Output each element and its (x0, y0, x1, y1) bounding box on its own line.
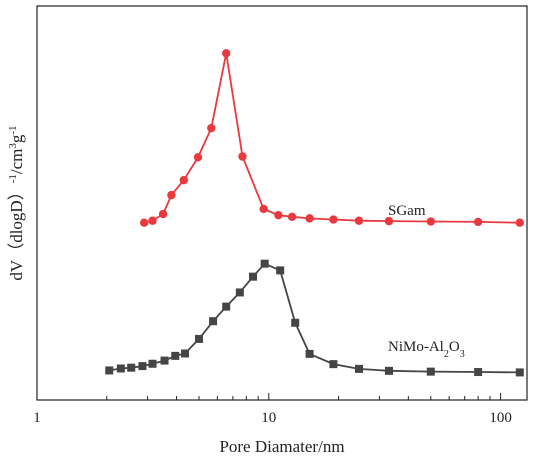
data-point (138, 362, 147, 371)
data-point (426, 367, 435, 376)
data-point (354, 216, 364, 225)
data-point (180, 349, 189, 358)
data-point (179, 175, 189, 185)
data-point (329, 360, 338, 369)
data-point (127, 363, 136, 372)
data-point (160, 356, 169, 365)
data-point (355, 364, 364, 373)
data-point (276, 266, 285, 275)
data-point (105, 366, 114, 375)
data-point (260, 259, 269, 268)
data-point (249, 272, 258, 281)
data-point (235, 288, 244, 297)
x-axis-ticks: 1 10 100 (33, 393, 512, 426)
series-line (143, 53, 520, 224)
data-point (329, 215, 338, 224)
x-tick-label: 1 (33, 410, 41, 426)
x-axis-label: Pore Diamater/nm (219, 437, 344, 456)
data-point (305, 349, 314, 358)
data-point (167, 190, 176, 200)
data-point (139, 218, 149, 227)
series-nimo-al2o3 (105, 259, 524, 377)
series-line (109, 262, 520, 374)
data-point (158, 209, 168, 219)
x-tick-label: 10 (261, 410, 276, 426)
annotation-nimo-al2o3: NiMo-Al2O3 (388, 339, 465, 360)
x-tick-label: 100 (489, 410, 512, 426)
data-point (305, 214, 314, 223)
data-point (209, 317, 218, 326)
data-point (473, 217, 483, 227)
data-point (291, 318, 300, 327)
data-point (171, 351, 180, 360)
data-point (515, 368, 524, 377)
data-point (116, 364, 125, 373)
data-point (207, 123, 216, 133)
data-point (148, 359, 157, 368)
data-point (384, 216, 394, 226)
annotation-sgam: SGam (388, 203, 426, 219)
data-point (287, 212, 297, 221)
data-point (222, 49, 231, 58)
data-point (384, 366, 393, 375)
y-axis-label: dV（dlogD）-1/cm3g-1 (7, 125, 26, 280)
series-sgam (139, 49, 524, 227)
data-point (274, 211, 283, 220)
data-point (148, 216, 157, 225)
data-point (474, 368, 483, 377)
data-point (238, 152, 247, 161)
data-point (222, 302, 231, 311)
data-point (193, 153, 203, 162)
data-point (515, 218, 524, 227)
data-point (426, 217, 436, 226)
series-layer (105, 49, 524, 377)
plot-frame (36, 5, 528, 401)
data-point (195, 334, 204, 343)
data-point (259, 204, 268, 214)
